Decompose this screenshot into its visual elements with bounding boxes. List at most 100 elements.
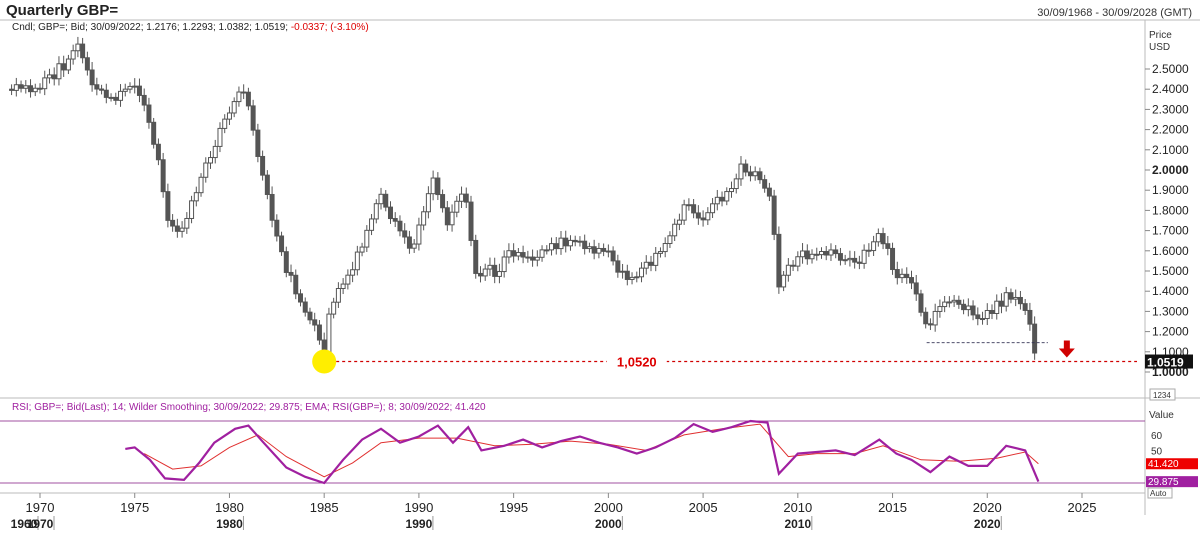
candle-body	[274, 219, 280, 237]
candle-body	[719, 196, 725, 202]
candle-body	[615, 260, 621, 273]
candle-body	[307, 311, 313, 321]
candle-body	[402, 230, 408, 238]
candle-body	[61, 63, 67, 71]
candle-body	[558, 237, 564, 250]
candle-body	[714, 196, 720, 205]
candle-body	[899, 273, 905, 279]
candle-body	[208, 157, 214, 164]
ema-value: 41.420	[1148, 459, 1179, 470]
candle-body	[648, 261, 654, 266]
candle-body	[894, 269, 900, 279]
candle-body	[795, 256, 801, 267]
candle-body	[804, 250, 810, 260]
candle-body	[572, 239, 578, 243]
price-tick-label: 1.2000	[1152, 325, 1189, 339]
candle-body	[927, 323, 933, 326]
candle-body	[487, 264, 493, 270]
candle-body	[785, 264, 791, 276]
candle-body	[477, 272, 483, 277]
candle-body	[738, 163, 744, 180]
rsi-value: 29.875	[1148, 477, 1179, 488]
candle-body	[378, 193, 384, 205]
candle-body	[298, 293, 303, 303]
auto-button-label[interactable]: Auto	[1150, 489, 1167, 498]
candle-body	[468, 201, 474, 241]
candle-body	[951, 299, 957, 303]
candle-body	[691, 204, 697, 214]
candle-body	[932, 310, 938, 326]
candle-body	[146, 104, 152, 123]
candle-body	[828, 249, 834, 256]
candle-body	[160, 159, 166, 193]
candle-body	[937, 306, 943, 312]
candles	[9, 36, 1038, 360]
candle-body	[255, 129, 261, 157]
candle-body	[279, 235, 285, 253]
candle-body	[965, 305, 971, 311]
candle-body	[994, 300, 1000, 314]
auto-button[interactable]	[1147, 487, 1173, 499]
candle-body	[260, 155, 266, 176]
candle-body	[970, 305, 976, 316]
candle-body	[13, 84, 19, 91]
candle-body	[842, 259, 848, 262]
candle-body	[998, 300, 1004, 307]
price-tick-label: 2.4000	[1152, 82, 1189, 96]
candle-body	[530, 256, 536, 261]
candle-body	[84, 57, 90, 71]
candle-body	[984, 309, 990, 320]
candle-body	[1017, 296, 1023, 305]
price-tick-label: 2.2000	[1152, 123, 1189, 137]
scale-button-label[interactable]: 1234	[1153, 391, 1171, 400]
candle-body	[32, 87, 38, 93]
candle-body	[946, 301, 952, 304]
candle-body	[823, 251, 829, 256]
candle-body	[364, 229, 370, 248]
candle-body	[511, 250, 517, 257]
candle-body	[435, 177, 441, 196]
candle-body	[681, 204, 687, 221]
candle-body	[819, 251, 824, 256]
candle-body	[283, 251, 289, 273]
candle-body	[99, 88, 105, 91]
candle-body	[316, 324, 322, 341]
price-tick-label: 1.6000	[1152, 244, 1189, 258]
candle-body	[473, 239, 479, 274]
candle-body	[1027, 309, 1033, 325]
candle-body	[359, 246, 365, 253]
candle-body	[861, 249, 867, 264]
candle-body	[610, 250, 616, 262]
candle-body	[482, 268, 488, 277]
scale-button[interactable]	[1149, 388, 1176, 401]
candle-body	[1013, 296, 1019, 300]
candle-body	[155, 143, 161, 161]
candle-body	[312, 319, 318, 326]
candle-body	[189, 200, 195, 219]
candle-body	[724, 191, 730, 202]
candle-body	[501, 256, 507, 273]
last-price-tag	[1145, 354, 1193, 369]
candle-body	[961, 303, 967, 311]
candle-body	[657, 251, 663, 254]
candle-body	[94, 84, 100, 90]
candle-body	[245, 91, 251, 107]
candle-body	[975, 314, 981, 320]
candle-body	[771, 195, 777, 235]
candle-body	[515, 252, 521, 257]
candle-body	[549, 243, 555, 251]
candle-body	[170, 219, 176, 227]
candle-body	[496, 271, 502, 277]
candle-body	[421, 211, 427, 226]
candle-body	[335, 288, 341, 303]
candle-body	[577, 240, 583, 243]
candle-body	[217, 127, 223, 147]
candle-body	[345, 274, 351, 285]
candle-body	[809, 253, 815, 260]
candle-body	[629, 276, 635, 280]
candle-body	[165, 191, 171, 221]
price-axis-unit: USD	[1149, 42, 1170, 53]
candle-body	[1003, 292, 1009, 307]
candle-body	[288, 271, 294, 276]
